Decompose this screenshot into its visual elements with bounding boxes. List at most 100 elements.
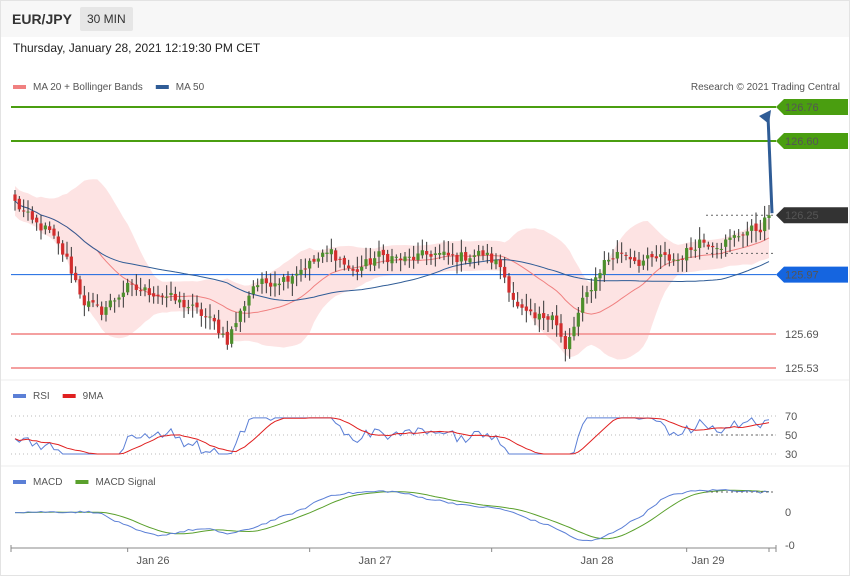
legend-swatch-ma50: [155, 85, 169, 89]
candle-body: [126, 282, 130, 293]
level-label: 126.25: [785, 210, 819, 222]
candle-body: [373, 258, 377, 266]
rsi-legend-label: RSI: [33, 391, 50, 402]
candle-body: [329, 249, 333, 255]
candle-body: [303, 268, 307, 270]
candle-body: [113, 300, 117, 302]
candle-body: [529, 309, 533, 312]
candle-body: [143, 287, 147, 291]
level-label: 125.53: [785, 363, 819, 375]
macd-signal-line: [15, 489, 770, 540]
level-label: 125.69: [785, 329, 819, 341]
candle-body: [260, 278, 264, 285]
candle-body: [433, 253, 437, 255]
candle-body: [325, 252, 329, 254]
candle-body: [615, 251, 619, 259]
candle-body: [355, 269, 359, 272]
candle-body: [602, 260, 606, 275]
rsi-legend-swatch: [62, 394, 76, 398]
candle-body: [17, 198, 21, 210]
header-bar: EUR/JPY 30 MIN: [1, 1, 849, 37]
candle-body: [542, 313, 546, 319]
candle-body: [572, 326, 576, 337]
candle-body: [429, 254, 433, 257]
timeframe-button[interactable]: 30 MIN: [80, 7, 133, 31]
candle-body: [234, 323, 238, 328]
candle-body: [767, 215, 771, 218]
candle-body: [295, 273, 299, 276]
candle-body: [524, 306, 528, 311]
candle-body: [26, 211, 30, 213]
candle-body: [559, 323, 563, 337]
macd-tick-label: 0: [785, 507, 791, 519]
candle-body: [243, 306, 247, 311]
candle-body: [247, 295, 251, 306]
candle-body: [490, 253, 494, 263]
candle-body: [689, 247, 693, 250]
candle-body: [121, 292, 125, 297]
candle-body: [464, 252, 468, 261]
symbol-title: EUR/JPY: [12, 11, 72, 27]
candle-body: [52, 228, 56, 236]
candle-body: [61, 243, 65, 255]
candle-body: [238, 310, 242, 322]
candle-body: [368, 258, 372, 265]
candle-body: [706, 244, 710, 247]
candle-body: [663, 252, 667, 256]
candle-body: [412, 256, 416, 260]
macd-line: [15, 489, 770, 542]
candle-body: [48, 226, 52, 230]
candle-body: [650, 253, 654, 258]
legend-swatch-ma20: [13, 85, 26, 89]
candle-body: [182, 299, 186, 308]
candle-body: [407, 256, 411, 258]
candle-body: [455, 254, 459, 263]
rsi-legend-swatch: [13, 394, 26, 398]
candle-body: [308, 260, 312, 269]
candle-body: [641, 260, 645, 266]
candle-body: [485, 252, 489, 255]
x-tick-label: Jan 29: [691, 555, 724, 567]
candle-body: [442, 251, 446, 255]
macd-tick-label: -0: [785, 540, 795, 552]
candle-body: [169, 292, 173, 296]
level-label: 126.60: [785, 136, 819, 148]
legend-label-ma20: MA 20 + Bollinger Bands: [33, 82, 143, 93]
candle-body: [646, 255, 650, 259]
target-arrow: [766, 115, 774, 214]
candle-body: [537, 313, 541, 320]
candle-body: [403, 256, 407, 262]
candle-body: [108, 300, 112, 308]
candle-body: [594, 277, 598, 291]
rsi-9ma-line: [14, 417, 770, 455]
candle-body: [737, 236, 741, 238]
candle-body: [117, 297, 121, 300]
candle-body: [659, 254, 663, 257]
candle-body: [550, 315, 554, 321]
candle-body: [139, 290, 143, 292]
candle-body: [221, 333, 225, 335]
candle-body: [555, 315, 559, 326]
candle-body: [156, 294, 160, 297]
candle-body: [624, 254, 628, 256]
candle-body: [563, 335, 567, 350]
credit-label: Research © 2021 Trading Central: [691, 82, 840, 93]
candle-body: [394, 256, 398, 258]
candle-body: [195, 302, 199, 308]
candle-body: [459, 252, 463, 262]
candle-body: [576, 312, 580, 327]
candle-body: [399, 258, 403, 261]
rsi-tick-label: 50: [785, 430, 797, 442]
candle-body: [633, 257, 637, 262]
candle-body: [754, 223, 758, 231]
candle-body: [178, 299, 182, 303]
candle-body: [719, 248, 723, 250]
candle-body: [342, 257, 346, 265]
candle-body: [173, 293, 177, 301]
candle-body: [685, 248, 689, 261]
candle-body: [620, 252, 624, 254]
candle-body: [680, 258, 684, 260]
datetime-label: Thursday, January 28, 2021 12:19:30 PM C…: [13, 41, 261, 55]
candle-body: [711, 245, 715, 248]
candle-body: [390, 256, 394, 264]
